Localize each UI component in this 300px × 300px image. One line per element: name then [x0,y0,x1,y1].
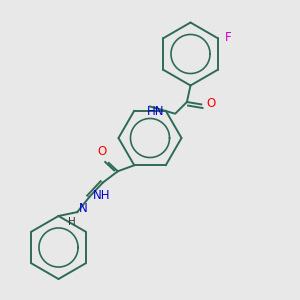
Text: O: O [98,146,107,158]
Text: F: F [224,31,231,44]
Text: HN: HN [147,105,164,119]
Text: NH: NH [92,189,110,202]
Text: O: O [207,97,216,110]
Text: N: N [79,202,88,214]
Text: H: H [68,217,76,226]
